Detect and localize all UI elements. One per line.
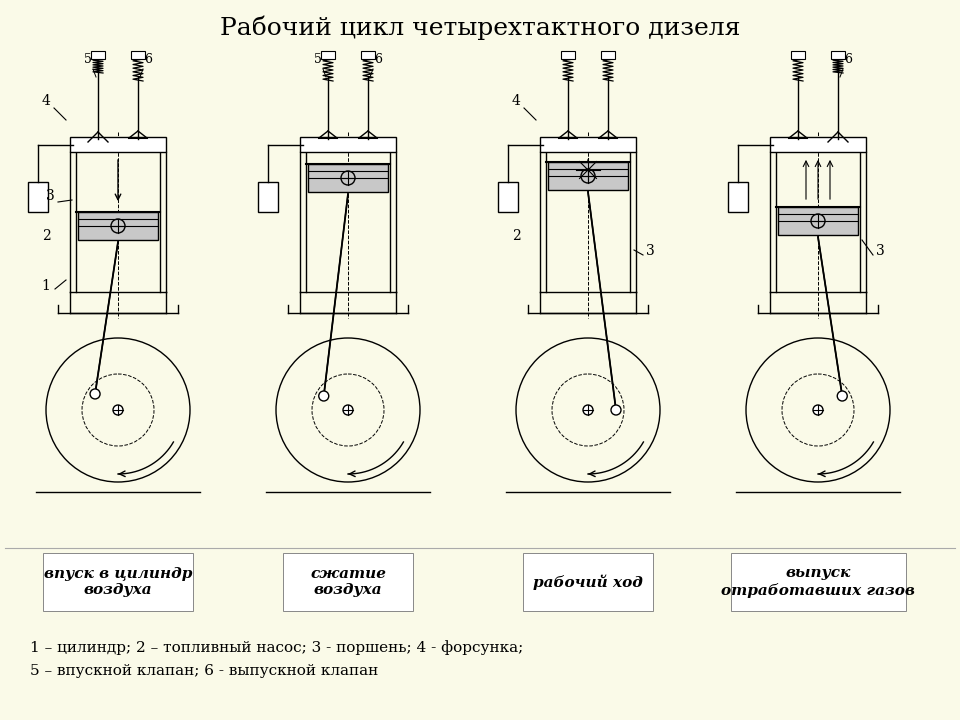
Text: 3: 3 [646,244,655,258]
Bar [561,51,575,59]
Text: впуск в цилиндр
воздуха: впуск в цилиндр воздуха [44,567,192,597]
Circle shape [611,405,621,415]
Bar [498,182,518,212]
Bar [791,51,805,59]
Circle shape [90,389,100,399]
Circle shape [319,391,328,401]
Bar [361,51,375,59]
Bar [731,553,905,611]
Bar [258,182,278,212]
Bar [778,207,858,235]
Text: 1: 1 [41,279,51,293]
Text: 4: 4 [41,94,51,108]
Text: 6: 6 [144,53,152,66]
Bar [523,553,653,611]
Bar [91,51,105,59]
Bar [770,137,866,152]
Text: 3: 3 [876,244,884,258]
Circle shape [837,391,848,401]
Text: рабочий ход: рабочий ход [533,575,643,590]
Text: 6: 6 [844,53,852,66]
Bar [131,51,145,59]
Bar [43,553,193,611]
Text: 1 – цилиндр; 2 – топливный насос; 3 - поршень; 4 - форсунка;: 1 – цилиндр; 2 – топливный насос; 3 - по… [30,640,523,655]
Text: 2: 2 [41,229,50,243]
Bar [300,137,396,152]
Circle shape [813,405,823,415]
Text: 5: 5 [314,53,322,66]
Bar [548,162,628,190]
Bar [540,137,636,152]
Text: 4: 4 [512,94,520,108]
Bar [70,137,166,152]
Bar [283,553,413,611]
Bar [321,51,335,59]
Text: Рабочий цикл четырехтактного дизеля: Рабочий цикл четырехтактного дизеля [220,16,740,40]
Text: 2: 2 [512,229,520,243]
Circle shape [113,405,123,415]
Circle shape [343,405,353,415]
Bar [28,182,48,212]
Bar [0,0,960,50]
Bar [728,182,748,212]
Bar [308,164,388,192]
Text: выпуск
отработавших газов: выпуск отработавших газов [721,567,915,598]
Text: 3: 3 [46,189,55,203]
Bar [78,212,158,240]
Circle shape [583,405,593,415]
Text: 5 – впускной клапан; 6 - выпускной клапан: 5 – впускной клапан; 6 - выпускной клапа… [30,664,378,678]
Text: сжатие
воздуха: сжатие воздуха [310,567,386,597]
Text: 6: 6 [374,53,382,66]
Bar [601,51,615,59]
Bar [831,51,845,59]
Text: 5: 5 [84,53,92,66]
